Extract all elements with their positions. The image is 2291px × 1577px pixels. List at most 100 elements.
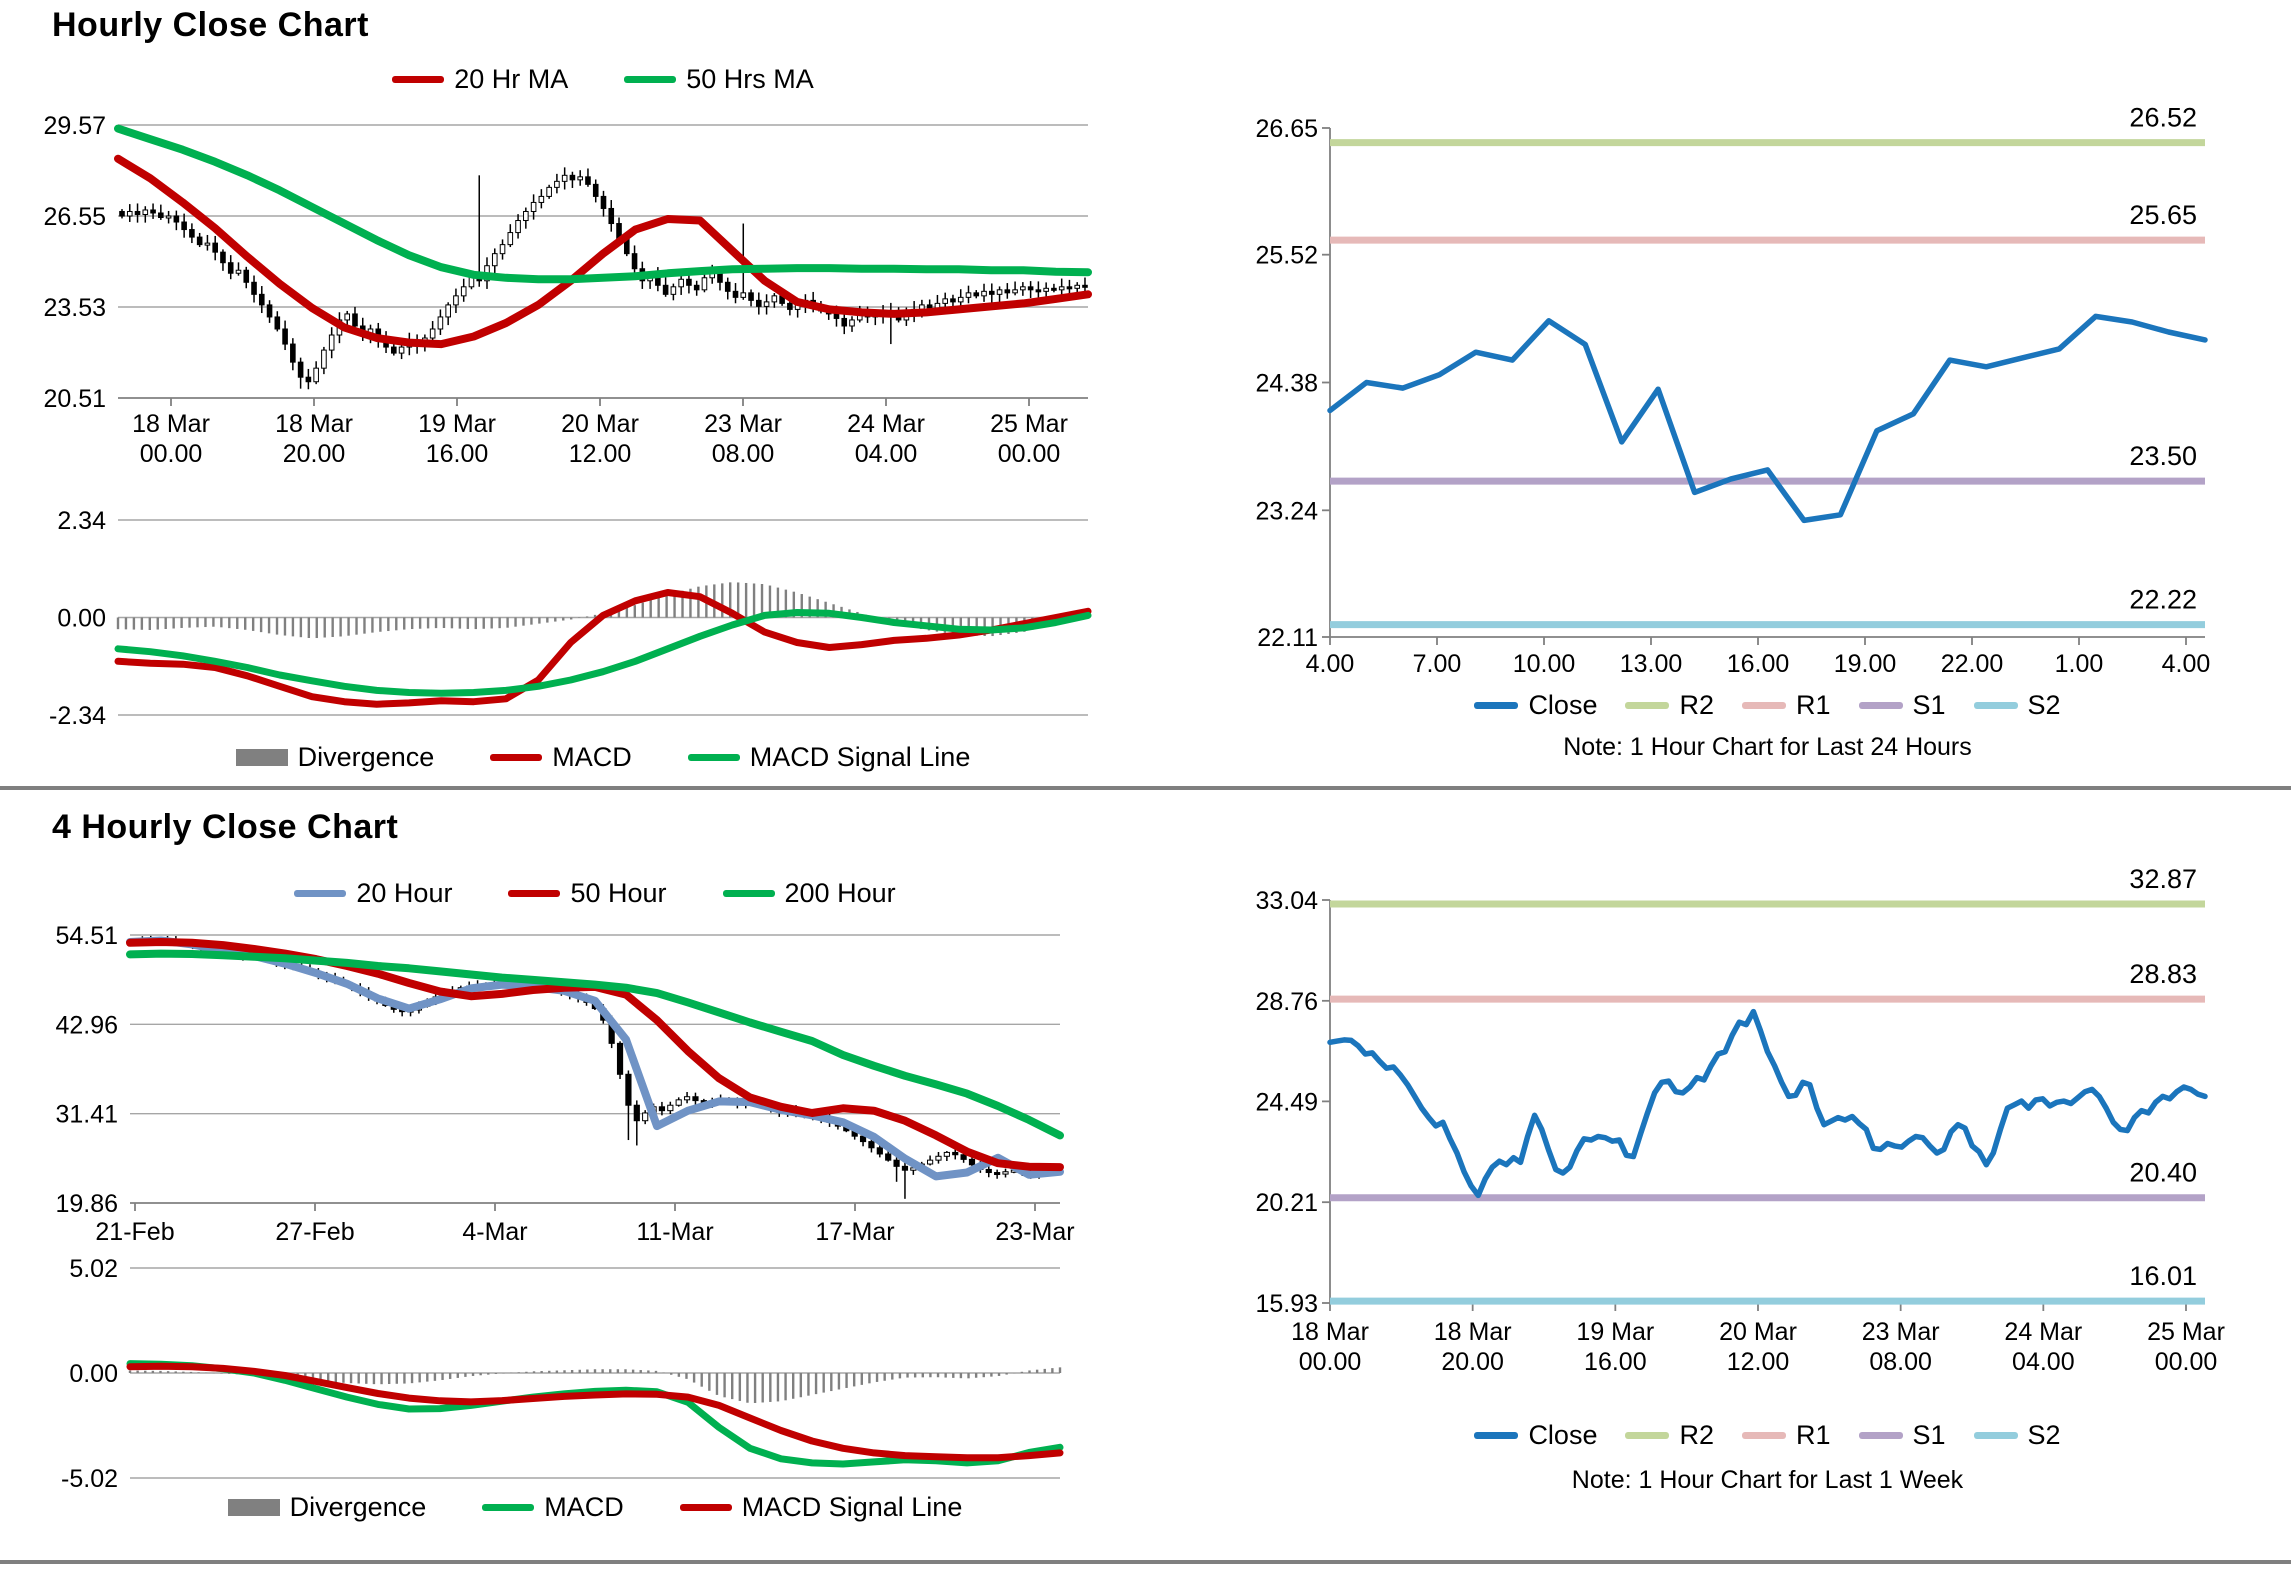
candle-body — [196, 236, 203, 246]
candle-body — [577, 176, 583, 181]
candle-body — [227, 262, 234, 274]
legend-4hourly-macd: Divergence MACD MACD Signal Line — [130, 1492, 1060, 1523]
candle-body — [1002, 1171, 1009, 1175]
candle-body — [1058, 286, 1065, 291]
section-title-4hourly: 4 Hourly Close Chart — [52, 808, 399, 846]
candle-body — [625, 1073, 632, 1106]
candle-body — [935, 1155, 942, 1161]
candle-body — [569, 174, 576, 181]
candle-body — [1074, 284, 1081, 289]
candle-body — [973, 292, 980, 297]
candle-body — [165, 215, 172, 219]
candle-body — [445, 304, 451, 318]
candle-body — [859, 1135, 867, 1143]
y-axis-tick-label: 5.02 — [69, 1255, 118, 1283]
legend-4hourly-candle: 20 Hour 50 Hour 200 Hour — [130, 878, 1060, 909]
pivot-label-s2: 22.22 — [2129, 585, 2197, 615]
candle-body — [181, 221, 187, 231]
candle-body — [142, 209, 149, 215]
candle-body — [305, 376, 312, 383]
y-axis-tick-label: 26.55 — [43, 203, 106, 231]
y-axis-tick-label: 15.93 — [1255, 1290, 1318, 1318]
candle-body — [328, 334, 335, 351]
series-macd-signal-line — [114, 609, 1092, 697]
legend-swatch — [508, 890, 561, 897]
x-axis-tick-label: 16.00 — [1584, 1348, 1647, 1376]
y-axis-tick-label: 0.00 — [69, 1360, 118, 1388]
candle-body — [667, 1104, 674, 1112]
candle-body — [841, 317, 848, 327]
candle-body — [437, 316, 444, 330]
candle-body — [771, 295, 778, 303]
x-axis-tick-label: 4-Mar — [462, 1218, 527, 1246]
legend-pivot-week: Close R2 R1 S1 S2 — [1330, 1420, 2205, 1451]
candle-body — [678, 278, 684, 288]
legend-hourly-candle: 20 Hr MA 50 Hrs MA — [118, 64, 1088, 95]
legend-swatch — [1973, 1432, 2018, 1439]
x-axis-tick-label: 25 Mar — [2147, 1318, 2225, 1346]
legend-swatch — [722, 890, 775, 897]
legend-item-r1: R1 — [1741, 1420, 1831, 1451]
candle-body — [1082, 284, 1088, 288]
legend-swatch — [1741, 1432, 1786, 1439]
series-macd — [126, 1360, 1064, 1468]
candle-body — [740, 292, 747, 298]
candle-body — [523, 210, 529, 222]
candle-body — [686, 278, 692, 286]
candle-body — [1027, 286, 1034, 291]
candle-body — [126, 210, 133, 217]
x-axis-tick-label: 16.00 — [1727, 650, 1790, 678]
x-axis-tick-label: 25 Mar — [990, 410, 1068, 438]
candle-body — [460, 286, 467, 297]
legend-label: 200 Hour — [784, 878, 896, 908]
x-axis-tick-label: 4.00 — [1306, 650, 1355, 678]
y-axis-tick-label: 2.34 — [57, 507, 106, 535]
candle-body — [204, 242, 211, 246]
legend-label: Close — [1528, 690, 1598, 720]
pivot-label-r2: 26.52 — [2129, 103, 2197, 133]
candle-body — [507, 232, 514, 246]
y-axis-tick-label: 22.11 — [1257, 624, 1318, 652]
candle-body — [592, 183, 599, 197]
y-axis-tick-label: 23.53 — [43, 294, 106, 322]
x-axis-tick-label: 12.00 — [569, 440, 632, 468]
legend-swatch — [1741, 702, 1786, 709]
candle-body — [398, 346, 405, 354]
candle-body — [658, 1106, 666, 1112]
candle-body — [988, 290, 995, 295]
y-axis-tick-label: 28.76 — [1255, 988, 1318, 1016]
legend-item-50-hrs-ma: 50 Hrs MA — [624, 64, 814, 95]
legend-item-close: Close — [1474, 690, 1597, 721]
legend-label: 20 Hour — [356, 878, 453, 908]
legend-label: Divergence — [289, 1492, 427, 1522]
candle-body — [633, 1104, 640, 1122]
legend-item-s1: S1 — [1858, 690, 1946, 721]
x-axis-tick-label: 20 Mar — [1719, 1318, 1797, 1346]
x-axis-tick-label: 22.00 — [1941, 650, 2004, 678]
legend-item-macd: MACD — [482, 1492, 624, 1523]
candle-body — [1012, 289, 1018, 294]
y-axis-tick-label: 42.96 — [55, 1011, 118, 1039]
x-axis-tick-label: 00.00 — [1299, 1348, 1362, 1376]
note-24h: Note: 1 Hour Chart for Last 24 Hours — [1563, 733, 1972, 761]
y-axis-tick-label: 26.65 — [1255, 115, 1318, 143]
candle-body — [352, 313, 358, 327]
series-20-hr-ma — [114, 154, 1092, 349]
y-axis-tick-label: 24.38 — [1255, 370, 1318, 398]
candle-body — [530, 201, 537, 212]
candle-body — [616, 1042, 624, 1075]
legend-swatch — [1625, 702, 1670, 709]
candle-body — [893, 1159, 900, 1167]
candle-body — [683, 1096, 691, 1101]
candle-body — [957, 296, 964, 303]
y-axis-tick-label: 29.57 — [43, 112, 106, 140]
legend-label: R1 — [1795, 1420, 1831, 1450]
pivot-label-s1: 20.40 — [2129, 1158, 2197, 1188]
candle-body — [600, 195, 607, 209]
legend-label: 50 Hrs MA — [686, 64, 814, 94]
candle-body — [585, 176, 591, 185]
x-axis-tick-label: 18 Mar — [1434, 1318, 1512, 1346]
candle-body — [1066, 286, 1073, 290]
candle-body — [150, 209, 156, 214]
